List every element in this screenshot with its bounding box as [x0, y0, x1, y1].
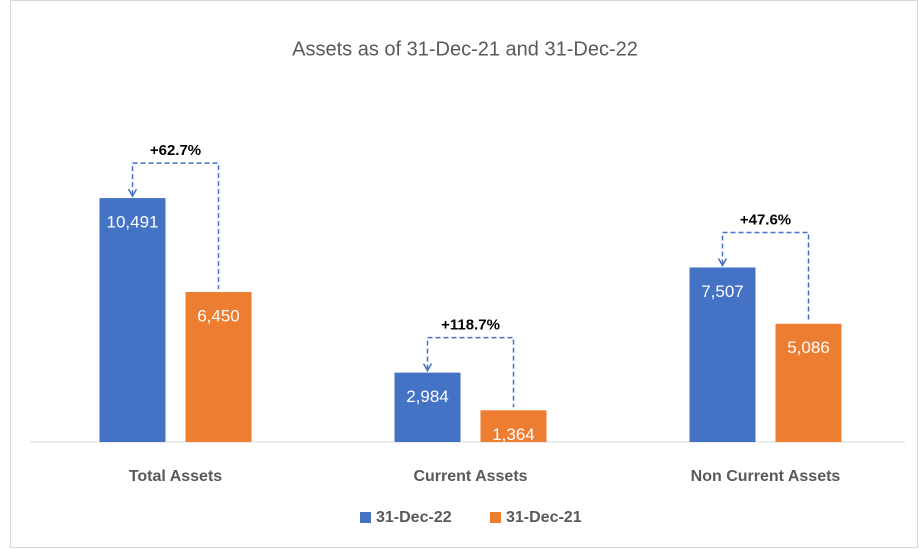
- x-tick-label: Total Assets: [129, 468, 222, 485]
- change-bracket: [131, 162, 220, 290]
- arrow-head: [127, 188, 138, 198]
- bar: [689, 267, 756, 442]
- bar: [185, 292, 252, 442]
- value-label: 2,984: [406, 387, 449, 406]
- arrow-head: [717, 258, 728, 267]
- value-label: 10,491: [107, 213, 159, 232]
- bar: [394, 372, 461, 442]
- arrow-head: [422, 363, 433, 373]
- change-annotation: +47.6%: [740, 211, 791, 228]
- bar: [775, 323, 842, 442]
- value-label: 5,086: [787, 338, 830, 357]
- x-tick-label: Current Assets: [413, 468, 527, 485]
- bar: [480, 410, 547, 442]
- value-label: 1,364: [492, 425, 535, 444]
- value-label: 6,450: [197, 307, 240, 326]
- change-bracket: [426, 336, 515, 408]
- change-bracket: [721, 231, 810, 321]
- bar: [99, 198, 166, 442]
- change-annotation: +62.7%: [150, 142, 201, 159]
- legend-swatch: [360, 512, 371, 523]
- legend-label: 31-Dec-22: [376, 509, 452, 526]
- chart-title: Assets as of 31-Dec-21 and 31-Dec-22: [292, 38, 638, 60]
- legend-swatch: [490, 512, 501, 523]
- value-label: 7,507: [701, 282, 744, 301]
- change-annotation: +118.7%: [441, 317, 500, 334]
- x-tick-label: Non Current Assets: [691, 468, 841, 485]
- legend-label: 31-Dec-21: [506, 509, 582, 526]
